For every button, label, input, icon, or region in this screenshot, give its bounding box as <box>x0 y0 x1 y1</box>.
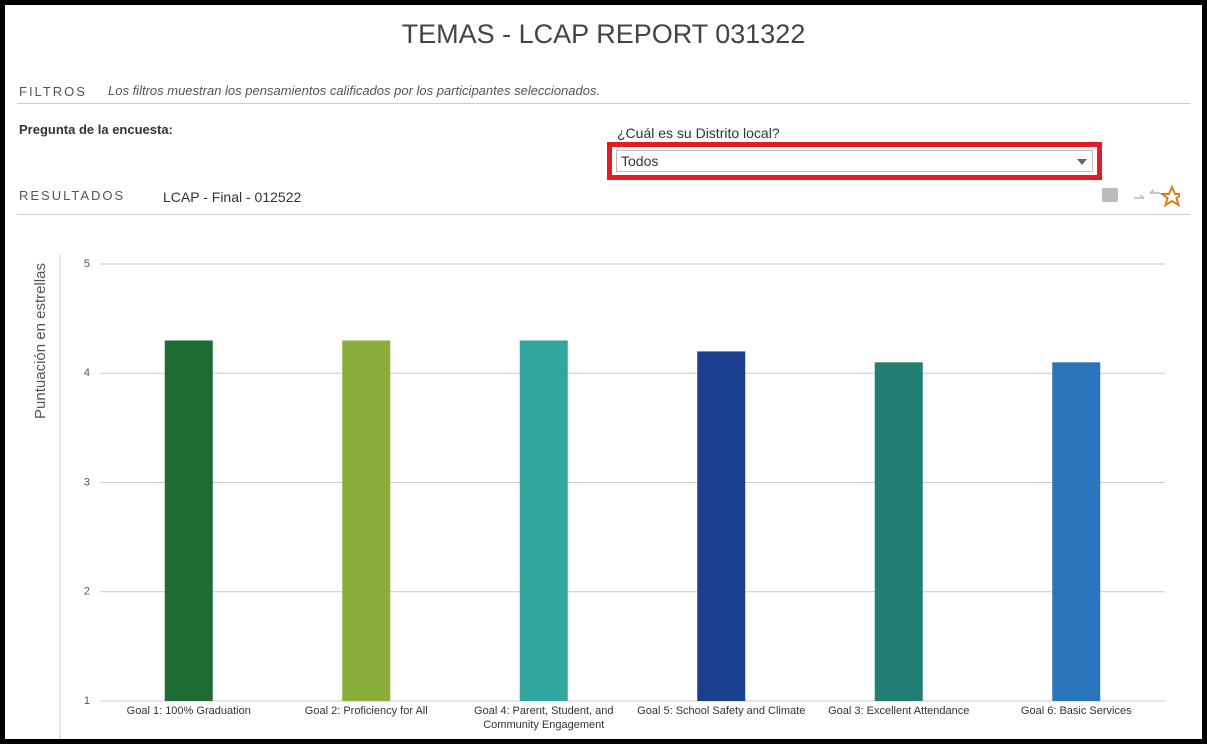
filters-note: Los filtros muestran los pensamientos ca… <box>108 83 601 98</box>
district-label: ¿Cuál es su Distrito local? <box>617 125 780 141</box>
divider <box>17 214 1190 215</box>
x-tick-label: Goal 2: Proficiency for All <box>304 705 428 717</box>
survey-question-label: Pregunta de la encuesta: <box>19 122 173 137</box>
y-tick-label: 3 <box>84 476 90 488</box>
comment-icon[interactable] <box>1102 188 1118 202</box>
chart: Puntuación en estrellas 1 2 3 4 5 <box>32 255 1165 739</box>
filters-label: FILTROS <box>19 84 87 99</box>
x-tick-label: Goal 1: 100% Graduation <box>126 705 251 717</box>
bar <box>1052 362 1101 701</box>
page-title: TEMAS - LCAP REPORT 031322 <box>401 19 806 49</box>
divider <box>17 103 1190 104</box>
x-tick-label: Goal 6: Basic Services <box>1020 705 1132 717</box>
dropdown-value[interactable]: Todos <box>616 150 1093 172</box>
x-tick-label: Goal 5: School Safety and Climate <box>637 705 806 717</box>
y-tick-label: 4 <box>84 367 90 379</box>
bar <box>342 340 391 701</box>
x-tick-label: Goal 3: Excellent Attendance <box>828 705 970 717</box>
y-tick-label: 1 <box>84 695 90 707</box>
x-tick-label: Goal 4: Parent, Student, and Community E… <box>474 705 614 731</box>
bar <box>874 362 923 701</box>
compare-icon[interactable] <box>1134 189 1160 199</box>
y-tick-label: 2 <box>84 586 90 598</box>
bar <box>164 340 213 701</box>
results-label: RESULTADOS <box>19 188 126 203</box>
bar <box>519 340 568 701</box>
dropdown-arrow <box>1077 159 1087 165</box>
y-axis-label: Puntuación en estrellas <box>32 263 49 419</box>
toolbar-icons <box>1102 185 1180 208</box>
bar <box>697 351 746 701</box>
results-value: LCAP - Final - 012522 <box>163 189 302 205</box>
y-tick-label: 5 <box>84 258 90 270</box>
district-dropdown[interactable]: Todos <box>607 142 1102 180</box>
star-icon[interactable] <box>1158 185 1180 208</box>
